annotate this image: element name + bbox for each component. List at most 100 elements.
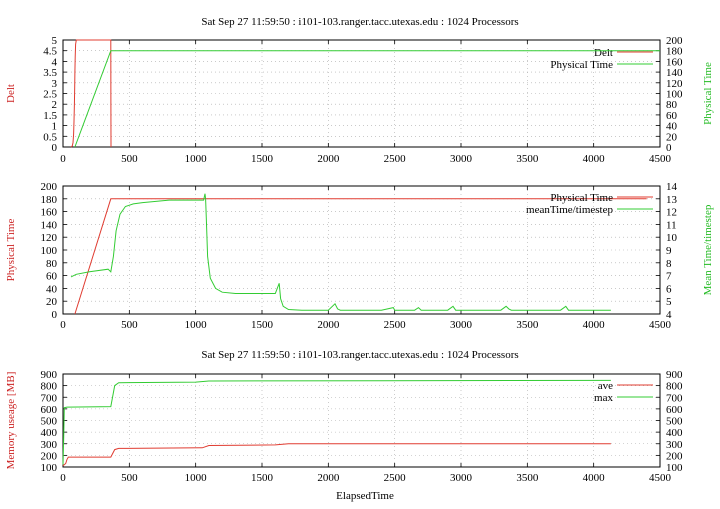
chart2-x-tick-label: 1500 xyxy=(251,319,274,331)
chart3-x-tick-label: 1500 xyxy=(251,472,274,484)
chart2-y2-tick-label: 12 xyxy=(666,207,677,219)
chart1-series-line-1 xyxy=(70,39,112,148)
chart1-y2-tick-label: 120 xyxy=(666,78,683,90)
chart3-x-axis-label: ElapsedTime xyxy=(336,490,394,502)
chart3-x-tick-label: 2000 xyxy=(317,472,340,484)
chart1-y-tick-label: 1 xyxy=(52,121,58,133)
chart2-x-tick-label: 1000 xyxy=(185,319,208,331)
chart2-legend-label-1: Physical Time xyxy=(550,192,613,204)
chart1-y-tick-label: 5 xyxy=(52,35,58,47)
chart2-y-tick-label: 160 xyxy=(41,207,58,219)
chart1-y-tick-label: 4 xyxy=(52,56,58,68)
chart1-series-line-2 xyxy=(74,50,660,148)
chart3-y-tick-label: 800 xyxy=(41,381,58,393)
chart2-y2-tick-label: 4 xyxy=(666,309,672,321)
chart3-series-line-2 xyxy=(62,379,611,465)
chart3-legend-label-2: max xyxy=(594,392,613,404)
chart1-x-tick-label: 0 xyxy=(60,153,66,165)
chart3-y-tick-label: 500 xyxy=(41,416,58,428)
chart2-y2-tick-label: 10 xyxy=(666,232,678,244)
chart3-y-tick-label: 200 xyxy=(41,450,58,462)
chart3-legend-label-1: ave xyxy=(598,380,613,392)
chart3-y-tick-label: 400 xyxy=(41,427,58,439)
chart3-y2-tick-label: 600 xyxy=(666,404,683,416)
chart2-y-tick-label: 80 xyxy=(46,258,58,270)
chart3-y2-tick-label: 900 xyxy=(666,369,683,381)
chart1-y-tick-label: 0 xyxy=(52,142,58,154)
chart1-y-axis-label: Delt xyxy=(5,84,17,103)
chart3-y2-tick-label: 500 xyxy=(666,416,683,428)
chart2-x-tick-label: 3500 xyxy=(516,319,539,331)
chart1-plot-frame xyxy=(62,39,661,148)
chart1-y-tick-label: 3.5 xyxy=(43,67,57,79)
chart2-y2-tick-label: 13 xyxy=(666,194,678,206)
chart2-y-tick-label: 60 xyxy=(46,271,58,283)
chart2-y2-tick-label: 9 xyxy=(666,245,672,257)
chart1-x-tick-label: 1500 xyxy=(251,153,274,165)
chart2-y2-tick-label: 7 xyxy=(666,271,672,283)
chart2-y2-tick-label: 11 xyxy=(666,219,677,231)
chart1-y-tick-label: 4.5 xyxy=(43,46,57,58)
chart1-y2-tick-label: 160 xyxy=(666,56,683,68)
chart1-x-tick-label: 2000 xyxy=(317,153,340,165)
chart3-y2-tick-label: 700 xyxy=(666,392,683,404)
chart3-x-tick-label: 500 xyxy=(121,472,138,484)
chart1-y2-tick-label: 180 xyxy=(666,46,683,58)
chart1-x-tick-label: 3000 xyxy=(450,153,473,165)
chart1-y2-tick-label: 200 xyxy=(666,35,683,47)
chart1-y-tick-label: 2.5 xyxy=(43,89,57,101)
chart3-x-tick-label: 4500 xyxy=(649,472,672,484)
chart1-y-tick-label: 2 xyxy=(52,99,58,111)
chart1-y2-tick-label: 40 xyxy=(666,121,678,133)
chart2-y-tick-label: 200 xyxy=(41,181,58,193)
chart3-y-tick-label: 300 xyxy=(41,439,58,451)
chart1-x-tick-label: 500 xyxy=(121,153,138,165)
chart2-x-tick-label: 0 xyxy=(60,319,66,331)
chart1-y2-tick-label: 80 xyxy=(666,99,678,111)
chart3-series-line-1 xyxy=(62,443,611,467)
chart1-legend-label-1: Delt xyxy=(594,47,613,59)
chart3-x-tick-label: 4000 xyxy=(583,472,606,484)
chart2-y-tick-label: 140 xyxy=(41,219,58,231)
chart1-y2-tick-label: 0 xyxy=(666,142,672,154)
chart1-x-tick-label: 2500 xyxy=(384,153,407,165)
chart1-x-tick-label: 4500 xyxy=(649,153,672,165)
chart1-title: Sat Sep 27 11:59:50 : i101-103.ranger.ta… xyxy=(201,16,518,28)
chart3-x-tick-label: 3000 xyxy=(450,472,473,484)
chart2-x-tick-label: 3000 xyxy=(450,319,473,331)
chart3-x-tick-label: 3500 xyxy=(516,472,539,484)
chart3-y-tick-label: 900 xyxy=(41,369,58,381)
chart3-title: Sat Sep 27 11:59:50 : i101-103.ranger.ta… xyxy=(201,349,518,361)
chart1-x-tick-label: 1000 xyxy=(185,153,208,165)
chart2-y-tick-label: 0 xyxy=(52,309,58,321)
chart1-y2-tick-label: 140 xyxy=(666,67,683,79)
chart1-y2-tick-label: 20 xyxy=(666,131,678,143)
chart1-y2-axis-label: Physical Time xyxy=(702,62,714,125)
chart1-y2-tick-label: 100 xyxy=(666,89,683,101)
chart2-y-axis-label: Physical Time xyxy=(5,219,17,282)
chart2-series-line-2 xyxy=(70,193,611,311)
chart2-y2-tick-label: 6 xyxy=(666,283,672,295)
chart2-y2-tick-label: 14 xyxy=(666,181,678,193)
chart2-y-tick-label: 40 xyxy=(46,283,58,295)
chart2-y-tick-label: 180 xyxy=(41,194,58,206)
chart2-x-tick-label: 4500 xyxy=(649,319,672,331)
chart2-legend-label-2: meanTime/timestep xyxy=(526,204,613,216)
chart3-x-tick-label: 0 xyxy=(60,472,66,484)
chart3-y2-tick-label: 300 xyxy=(666,439,683,451)
chart2-x-tick-label: 2000 xyxy=(317,319,340,331)
chart3-y-tick-label: 600 xyxy=(41,404,58,416)
chart2-y2-tick-label: 8 xyxy=(666,258,672,270)
chart3-x-tick-label: 1000 xyxy=(185,472,208,484)
chart3-y-tick-label: 700 xyxy=(41,392,58,404)
chart1-legend-label-2: Physical Time xyxy=(550,59,613,71)
chart2-y2-tick-label: 5 xyxy=(666,296,672,308)
chart3-y-axis-label: Memory useage [MB] xyxy=(5,372,17,470)
chart1-y-tick-label: 3 xyxy=(52,78,58,90)
chart1-y2-tick-label: 60 xyxy=(666,110,678,122)
chart2-y-tick-label: 120 xyxy=(41,232,58,244)
chart3-y2-tick-label: 100 xyxy=(666,462,683,474)
chart2-y-tick-label: 20 xyxy=(46,296,58,308)
